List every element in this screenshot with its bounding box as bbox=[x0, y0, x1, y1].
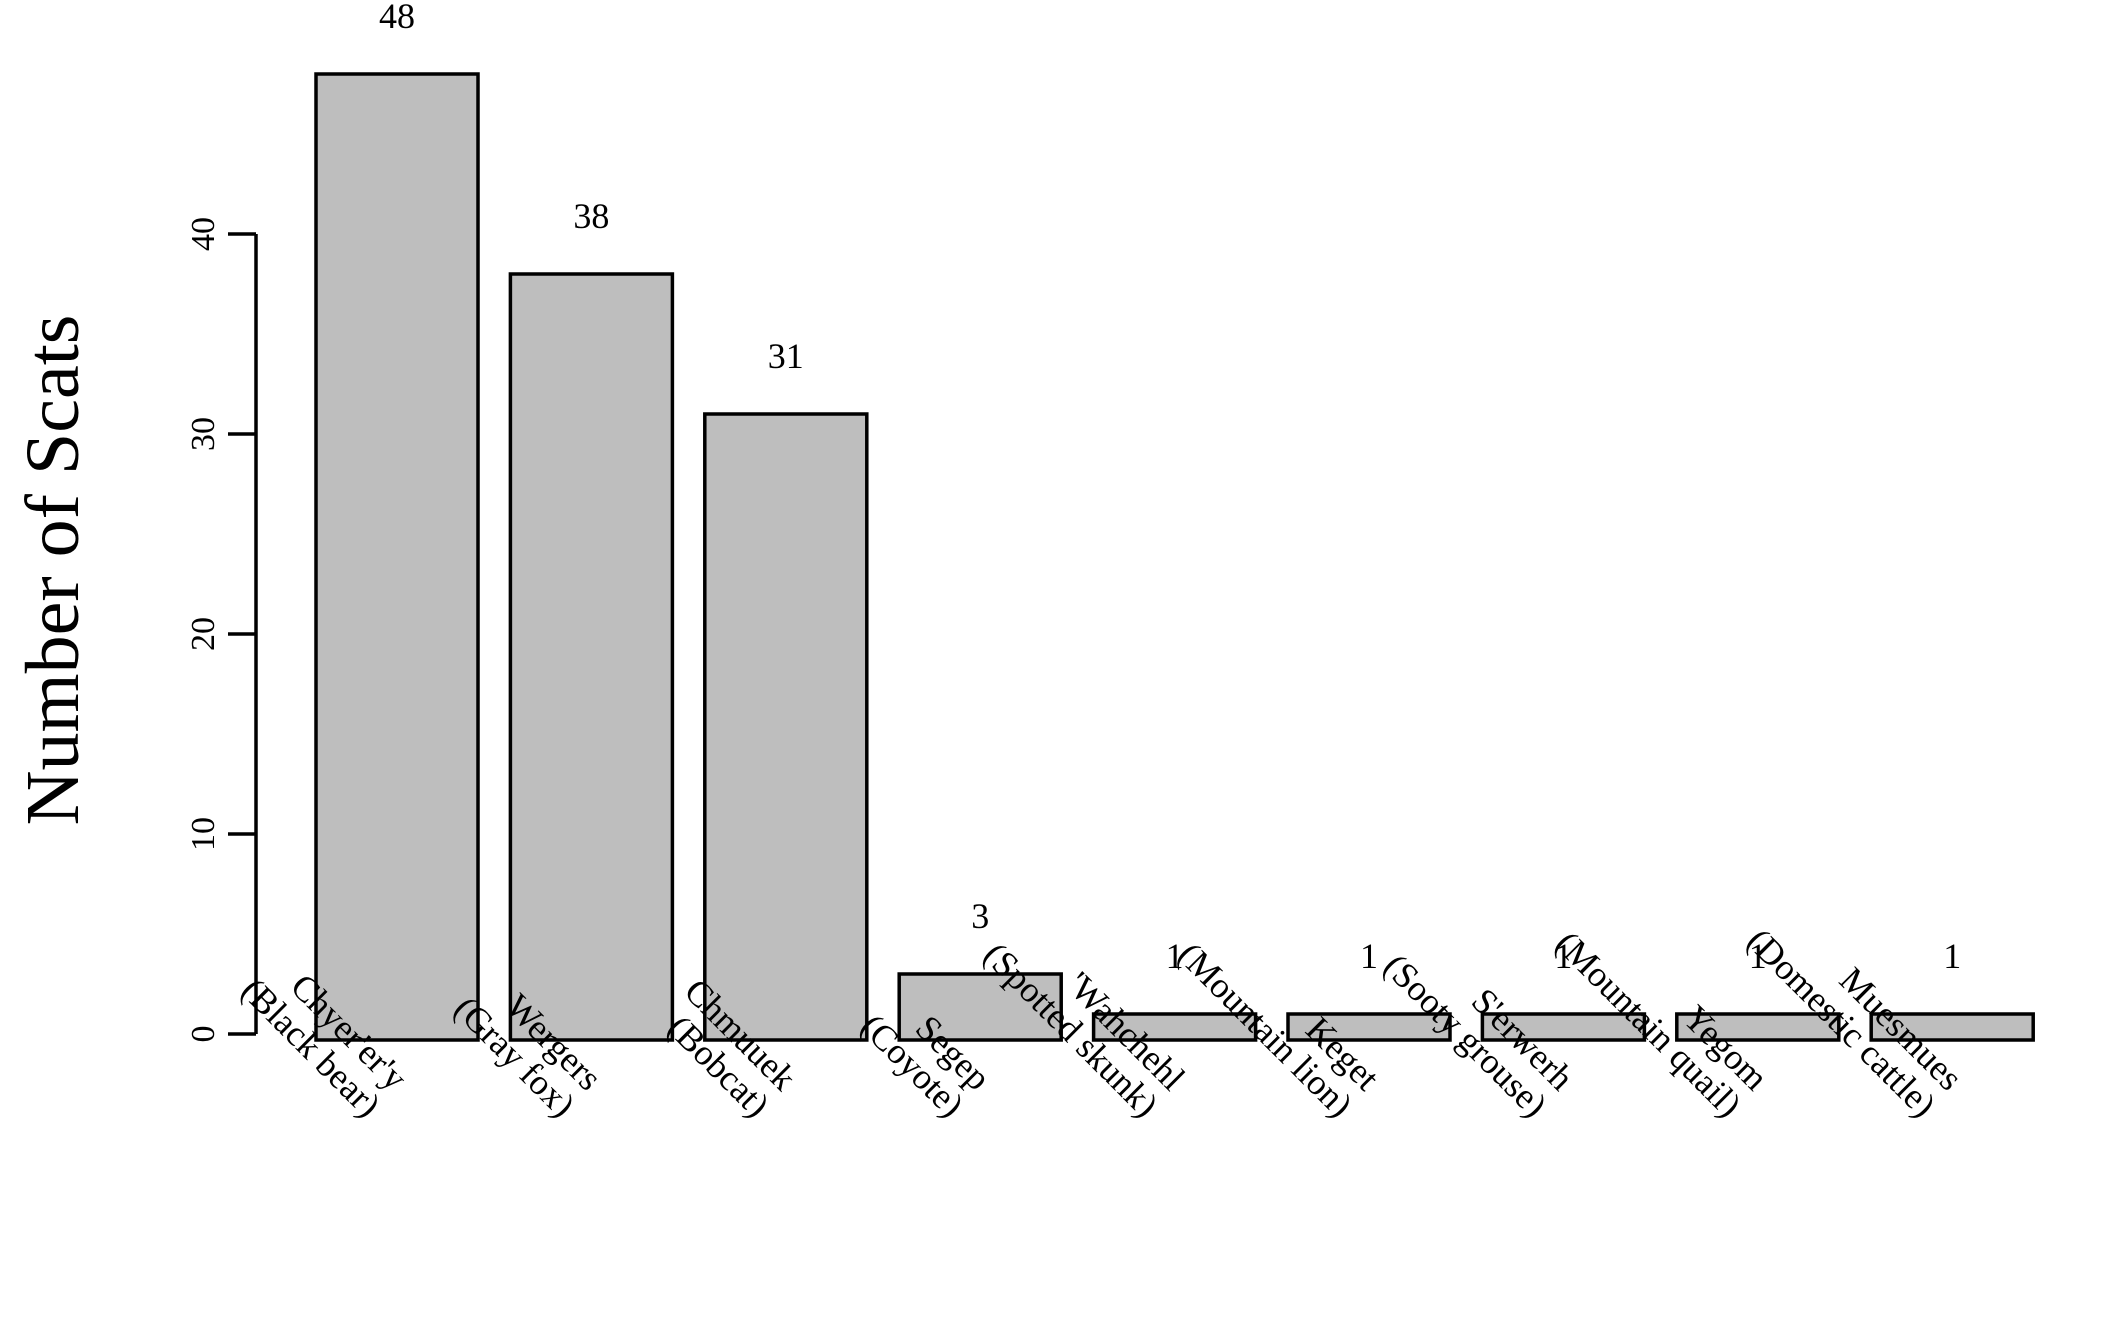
category-label: Muesmues(Domestic cattle) bbox=[1739, 894, 1970, 1125]
bar bbox=[508, 272, 675, 1042]
bars bbox=[314, 72, 2035, 1042]
bar-value-label: 1 bbox=[1166, 936, 1184, 976]
y-tick-label: 10 bbox=[185, 817, 222, 851]
y-tick-label: 0 bbox=[185, 1026, 222, 1043]
y-tick-label: 40 bbox=[185, 217, 222, 251]
bar bbox=[1869, 1012, 2035, 1042]
bar-value-label: 1 bbox=[1749, 936, 1767, 976]
bar-value-label: 1 bbox=[1943, 936, 1961, 976]
y-axis-title: Number of Scats bbox=[11, 315, 95, 826]
bar bbox=[1091, 1012, 1258, 1042]
bar bbox=[1286, 1012, 1452, 1042]
category-labels: Chyer'er'y(Black bear) Wergers(Gray fox) C… bbox=[234, 894, 1971, 1125]
y-tick-label: 20 bbox=[185, 617, 222, 651]
bar-value-label: 1 bbox=[1554, 936, 1572, 976]
bar bbox=[703, 412, 869, 1042]
y-tick-label: 30 bbox=[185, 417, 222, 451]
y-axis: 0 10 20 30 40 bbox=[185, 217, 258, 1043]
bar bbox=[1480, 1012, 1647, 1042]
category-label: Yegom(Mountain quail) bbox=[1548, 897, 1776, 1125]
bar bbox=[897, 972, 1063, 1042]
bar-value-label: 31 bbox=[768, 336, 804, 376]
bar-value-label: 38 bbox=[573, 196, 609, 236]
bar bbox=[1675, 1012, 1841, 1042]
y-ticks: 0 10 20 30 40 bbox=[185, 217, 256, 1043]
bar-value-label: 3 bbox=[971, 896, 989, 936]
bar-value-label: 1 bbox=[1360, 936, 1378, 976]
bar bbox=[314, 72, 480, 1042]
bar-value-label: 48 bbox=[379, 0, 415, 36]
